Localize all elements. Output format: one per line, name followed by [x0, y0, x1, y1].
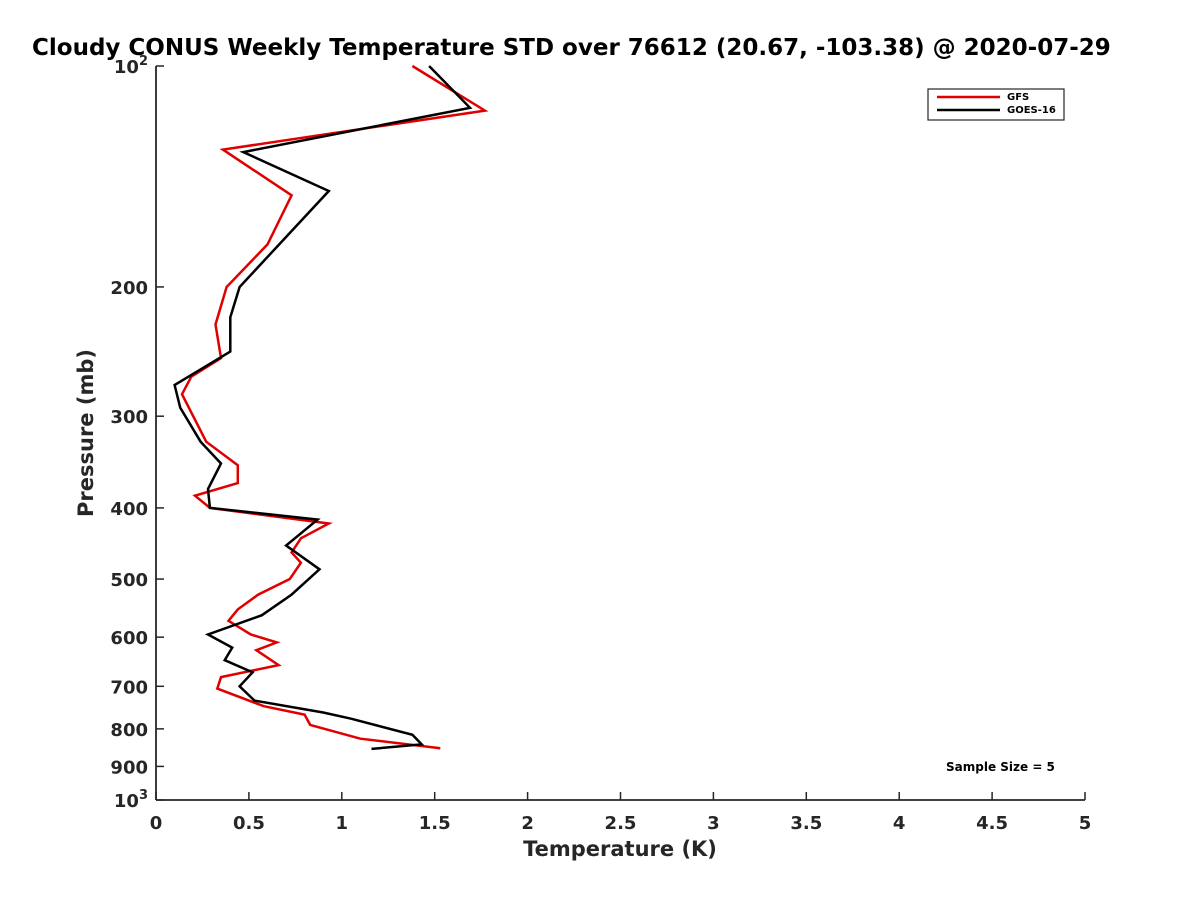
y-tick-label: 103 [114, 788, 148, 812]
legend-box [927, 88, 1065, 121]
y-tick-label: 600 [110, 628, 148, 649]
legend-label-goes16: GOES-16 [1007, 105, 1056, 116]
y-axis-label: Pressure (mb) [74, 349, 98, 517]
x-ticks: 0 0.5 1 1.5 2 2.5 3 3.5 4 4.5 5 [150, 792, 1092, 834]
x-tick-label: 0.5 [233, 813, 265, 834]
x-tick-label: 1 [336, 813, 349, 834]
x-tick-label: 3.5 [790, 813, 822, 834]
series-line-goes16 [173, 65, 473, 751]
x-tick-label: 3 [707, 813, 720, 834]
chart-title: Cloudy CONUS Weekly Temperature STD over… [32, 35, 1111, 61]
y-tick-label: 102 [114, 54, 148, 78]
x-tick-label: 4 [893, 813, 906, 834]
y-tick-label-base: 10 [114, 791, 139, 812]
series-line-gfs [180, 64, 489, 750]
y-tick-label: 400 [110, 499, 148, 520]
y-tick-label: 900 [110, 757, 148, 778]
series-layer [173, 64, 489, 751]
y-tick-label: 500 [110, 570, 148, 591]
y-tick-label: 300 [110, 407, 148, 428]
x-axis-label: Temperature (K) [523, 837, 717, 861]
y-tick-label-exponent: 2 [139, 54, 148, 69]
x-tick-label: 1.5 [419, 813, 451, 834]
y-tick-label-base: 10 [114, 57, 139, 78]
x-tick-label: 2 [521, 813, 534, 834]
x-tick-label: 2.5 [605, 813, 637, 834]
x-tick-label: 5 [1079, 813, 1092, 834]
x-tick-label: 4.5 [976, 813, 1008, 834]
sample-size-annotation: Sample Size = 5 [946, 760, 1055, 774]
legend-label-gfs: GFS [1007, 92, 1029, 103]
y-tick-label: 700 [110, 677, 148, 698]
legend: GFS GOES-16 [927, 88, 1065, 121]
y-tick-label: 800 [110, 720, 148, 741]
y-tick-label: 200 [110, 278, 148, 299]
x-tick-label: 0 [150, 813, 163, 834]
y-tick-label-exponent: 3 [139, 788, 148, 803]
